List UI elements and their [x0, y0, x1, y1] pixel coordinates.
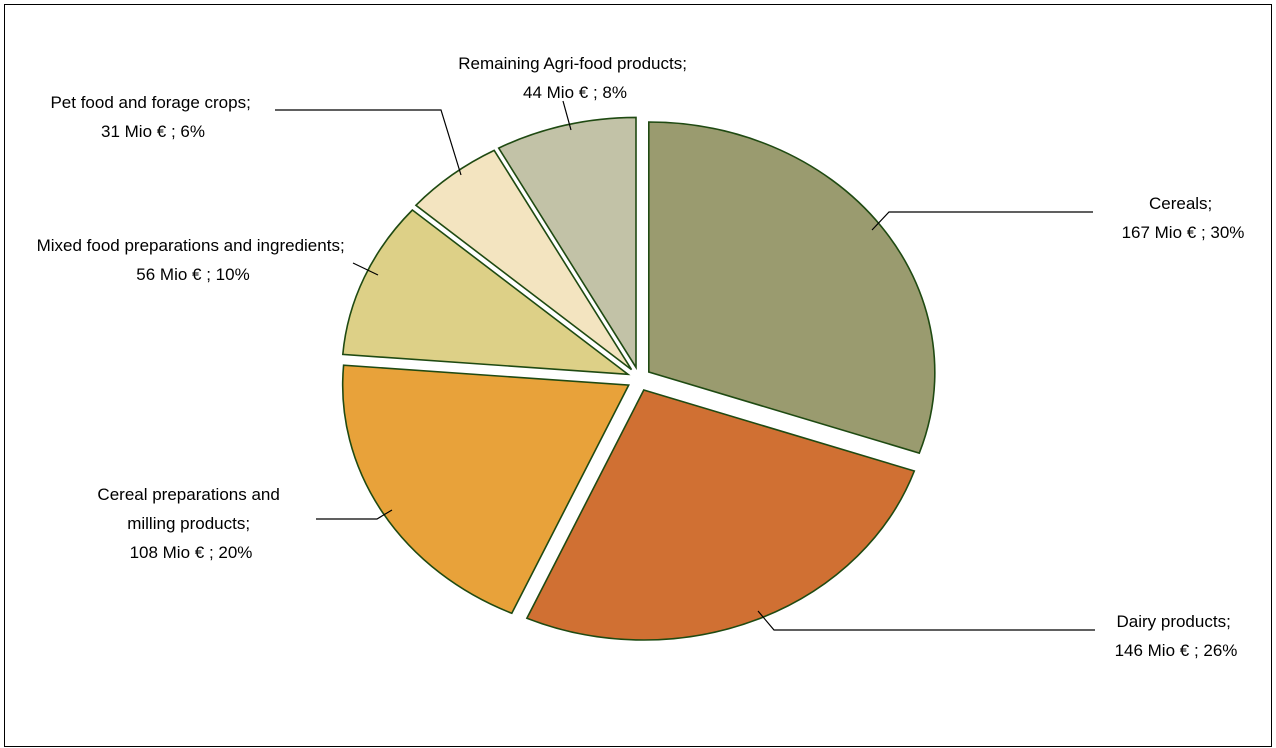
pie-chart: Cereals; 167 Mio € ; 30% Dairy products;…: [37, 54, 1245, 660]
leader-line-dairy: [757, 610, 1095, 631]
pie-slice-cereals: [648, 121, 936, 455]
label-cereals-line1: Cereals;: [1149, 194, 1212, 213]
pie-slice-dairy-products: [525, 389, 916, 641]
label-mixed-food: Mixed food preparations and ingredients;…: [37, 236, 350, 284]
label-cereals: Cereals; 167 Mio € ; 30%: [1122, 194, 1245, 242]
label-cereal-prep-line3: 108 Mio € ; 20%: [130, 543, 253, 562]
pie-slice-mixed-food-preparations: [341, 208, 631, 376]
pie-slice-remaining-agri-food: [497, 116, 637, 371]
label-remaining-line1: Remaining Agri-food products;: [458, 54, 687, 73]
label-cereals-line2: 167 Mio € ; 30%: [1122, 223, 1245, 242]
label-cereal-prep: Cereal preparations and milling products…: [97, 485, 284, 562]
label-remaining: Remaining Agri-food products; 44 Mio € ;…: [458, 54, 691, 102]
pie-slice-pet-food: [414, 149, 633, 371]
label-dairy-line2: 146 Mio € ; 26%: [1115, 641, 1238, 660]
leader-line-mixed-food: [352, 262, 379, 276]
chart-frame: Cereals; 167 Mio € ; 30% Dairy products;…: [4, 4, 1272, 747]
leader-lines: [275, 100, 1095, 631]
leader-line-pet-food: [275, 109, 462, 176]
leader-line-remaining: [562, 100, 572, 131]
label-cereal-prep-line2: milling products;: [127, 514, 250, 533]
leader-line-cereals: [871, 211, 1093, 231]
label-pet-food: Pet food and forage crops; 31 Mio € ; 6%: [50, 93, 255, 141]
label-mixed-food-line2: 56 Mio € ; 10%: [136, 265, 249, 284]
label-pet-food-line1: Pet food and forage crops;: [50, 93, 250, 112]
label-remaining-line2: 44 Mio € ; 8%: [523, 83, 627, 102]
label-cereal-prep-line1: Cereal preparations and: [97, 485, 279, 504]
label-dairy-line1: Dairy products;: [1116, 612, 1230, 631]
label-mixed-food-line1: Mixed food preparations and ingredients;: [37, 236, 345, 255]
leader-line-cereal-prep: [316, 509, 393, 520]
pie-slice-cereal-preparations: [341, 364, 630, 615]
pie-slices: [341, 116, 936, 641]
label-pet-food-line2: 31 Mio € ; 6%: [101, 122, 205, 141]
label-dairy: Dairy products; 146 Mio € ; 26%: [1115, 612, 1238, 660]
data-labels: Cereals; 167 Mio € ; 30% Dairy products;…: [37, 54, 1245, 660]
